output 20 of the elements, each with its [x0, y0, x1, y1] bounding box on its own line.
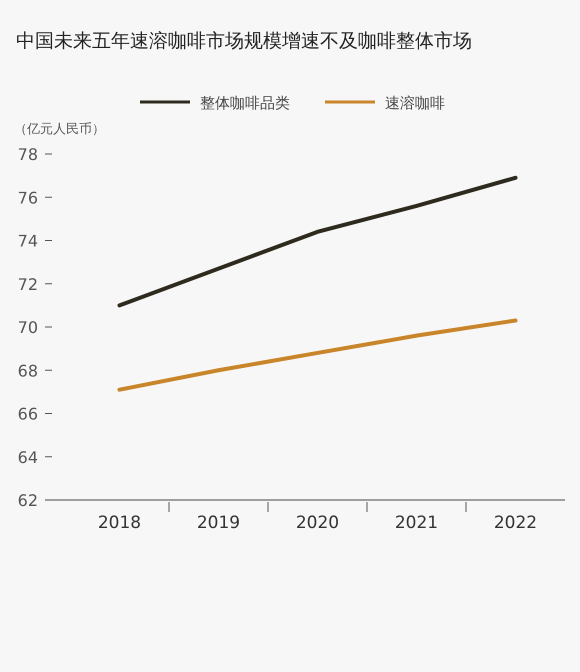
y-tick-label: 76 [18, 188, 38, 208]
y-tick-label: 62 [18, 491, 38, 510]
y-tick-label: 78 [18, 145, 38, 164]
line-series [118, 318, 518, 392]
y-axis-title: （亿元人民币） [14, 122, 105, 137]
x-tick-label: 2019 [196, 513, 240, 533]
y-tick-label: 66 [18, 404, 38, 424]
legend-label: 整体咖啡品类 [200, 94, 290, 112]
x-tick-label: 2018 [98, 513, 142, 533]
x-tick-label: 2020 [296, 513, 340, 533]
legend-label: 速溶咖啡 [385, 94, 445, 112]
line-series [118, 176, 518, 308]
y-tick-label: 68 [18, 361, 38, 380]
x-tick-label: 2021 [394, 513, 438, 533]
chart-title: 中国未来五年速溶咖啡市场规模增速不及咖啡整体市场 [16, 30, 472, 52]
y-tick-label: 72 [18, 274, 38, 294]
x-tick-label: 2022 [494, 513, 538, 533]
y-tick-label: 70 [18, 318, 38, 337]
y-tick-label: 74 [18, 232, 38, 250]
y-tick-label: 64 [18, 448, 38, 467]
